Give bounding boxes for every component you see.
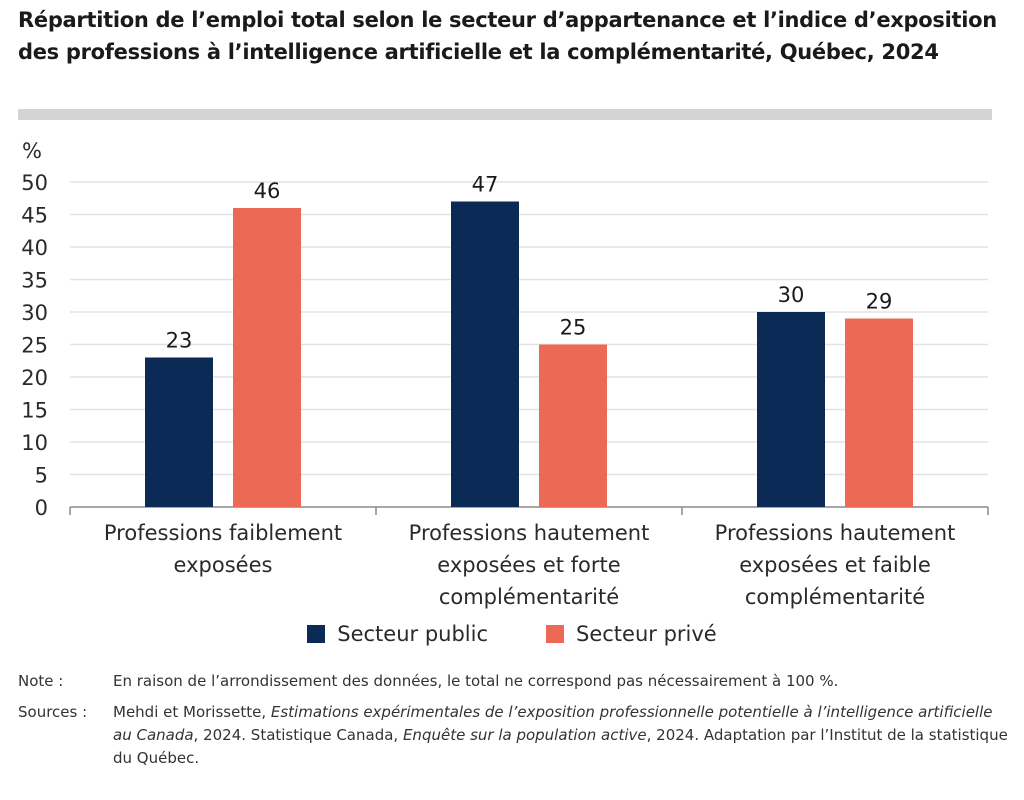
legend-label-public: Secteur public — [337, 622, 489, 646]
chart-title: Répartition de l’emploi total selon le s… — [18, 8, 997, 64]
note-row: Note : En raison de l’arrondissement des… — [18, 670, 1008, 693]
note-text: En raison de l’arrondissement des donnée… — [113, 672, 839, 690]
data-label: 23 — [166, 329, 193, 353]
legend-item-public: Secteur public — [307, 622, 488, 646]
sources-label: Sources : — [18, 703, 88, 721]
y-tick-label: 0 — [35, 496, 48, 520]
chart-legend: Secteur public Secteur privé — [0, 622, 1024, 646]
y-tick-label: 45 — [21, 204, 48, 228]
source-title: Estimations expérimentales de l’expositi… — [113, 703, 993, 744]
y-tick-label: 40 — [21, 236, 48, 260]
data-label: 29 — [866, 290, 893, 314]
y-axis-unit-label: % — [22, 139, 42, 163]
y-tick-label: 50 — [21, 171, 48, 195]
source-text-part: Mehdi et Morissette, — [113, 703, 271, 721]
legend-item-private: Secteur privé — [546, 622, 717, 646]
legend-swatch-public — [307, 625, 326, 643]
x-category-label: complémentarité — [439, 585, 619, 609]
bar-public — [451, 201, 519, 507]
sources-text: Mehdi et Morissette, Estimations expérim… — [113, 701, 1008, 770]
bar-public — [145, 357, 213, 507]
bar-private — [233, 208, 301, 507]
legend-swatch-private — [546, 625, 565, 643]
x-category-label: Professions faiblement — [104, 521, 342, 545]
source-text-part: , 2024. Adaptation par l’Institut de la … — [113, 726, 1008, 767]
title-divider — [18, 109, 992, 120]
data-label: 30 — [778, 283, 805, 307]
note-label: Note : — [18, 672, 64, 690]
y-tick-label: 5 — [35, 464, 48, 488]
y-tick-label: 10 — [21, 431, 48, 455]
source-text-part: , 2024. Statistique Canada, — [193, 726, 403, 744]
data-label: 47 — [472, 173, 499, 197]
legend-label-private: Secteur privé — [576, 622, 717, 646]
y-tick-label: 15 — [21, 399, 48, 423]
data-label: 46 — [254, 179, 281, 203]
bar-chart: % 0 5 10 15 20 25 30 35 40 45 50 23 46 Professions fai… — [21, 139, 989, 609]
chart-notes: Note : En raison de l’arrondissement des… — [18, 670, 1008, 778]
x-category-label: exposées et forte — [437, 553, 620, 577]
bar-private — [845, 318, 913, 507]
y-tick-label: 35 — [21, 269, 48, 293]
bar-public — [757, 312, 825, 507]
x-category-label: Professions hautement — [409, 521, 650, 545]
y-tick-label: 30 — [21, 301, 48, 325]
x-category-label: exposées — [174, 553, 273, 577]
sources-row: Sources : Mehdi et Morissette, Estimatio… — [18, 701, 1008, 770]
source-title: Enquête sur la population active — [402, 726, 647, 744]
bar-private — [539, 344, 607, 507]
x-category-label: exposées et faible — [739, 553, 931, 577]
data-label: 25 — [560, 316, 587, 340]
y-tick-label: 25 — [21, 334, 48, 358]
x-category-label: complémentarité — [745, 585, 925, 609]
y-tick-label: 20 — [21, 366, 48, 390]
x-category-label: Professions hautement — [715, 521, 956, 545]
